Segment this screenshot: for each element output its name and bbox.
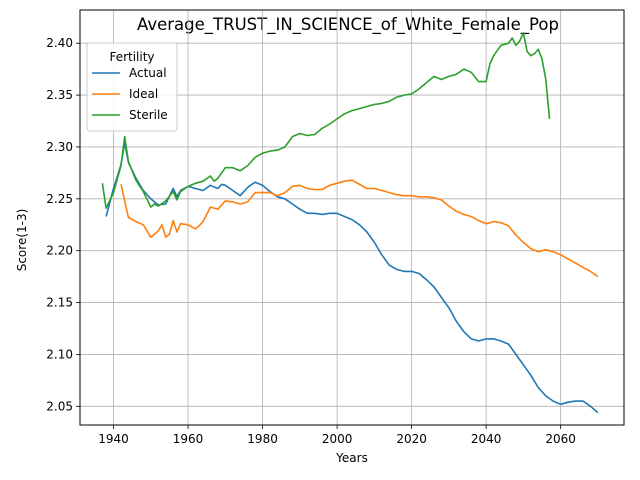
y-tick-label: 2.20	[46, 244, 73, 258]
legend-box	[86, 42, 178, 132]
y-tick-label: 2.15	[46, 296, 73, 310]
y-tick-label: 2.30	[46, 140, 73, 154]
legend-label-ideal: Ideal	[129, 87, 158, 101]
x-tick-label: 1960	[173, 432, 204, 446]
series-line-ideal	[120, 179, 599, 278]
y-tick-label: 2.40	[46, 36, 73, 50]
x-axis: 1940 1960 1980 2000 2020 2040 2060	[98, 425, 576, 446]
series-lines	[101, 31, 599, 414]
legend-label-sterile: Sterile	[129, 108, 168, 122]
y-tick-label: 2.05	[46, 399, 73, 413]
chart-title: Average_TRUST_IN_SCIENCE_of_White_Female…	[137, 15, 559, 35]
x-tick-label: 2060	[545, 432, 576, 446]
series-line-sterile	[101, 31, 551, 209]
series-line-actual	[105, 142, 599, 414]
x-tick-label: 2000	[322, 432, 353, 446]
y-tick-label: 2.10	[46, 347, 73, 361]
y-tick-label: 2.35	[46, 88, 73, 102]
x-axis-label: Years	[335, 451, 368, 465]
plot-frame	[79, 9, 625, 426]
legend-label-actual: Actual	[129, 66, 167, 80]
y-axis: 2.05 2.10 2.15 2.20 2.25 2.30 2.35 2.40	[46, 36, 80, 413]
legend-items: Actual Ideal Sterile	[92, 66, 168, 122]
y-tick-label: 2.25	[46, 192, 73, 206]
x-tick-label: 1940	[98, 432, 129, 446]
x-tick-label: 1980	[247, 432, 278, 446]
x-tick-label: 2020	[396, 432, 427, 446]
x-tick-label: 2040	[471, 432, 502, 446]
y-axis-label: Score(1-3)	[15, 209, 29, 272]
legend-title: Fertility	[109, 50, 154, 64]
legend: Fertility Actual Ideal Sterile	[86, 42, 178, 132]
